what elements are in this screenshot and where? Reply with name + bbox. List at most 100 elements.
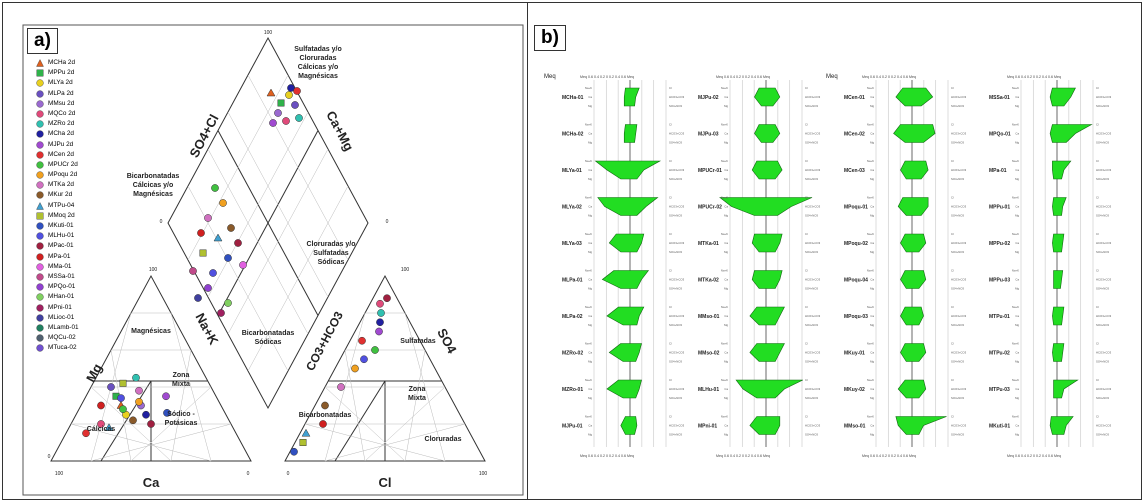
stiff-ion-label: SO4+NO3 [1096,250,1109,254]
stiff-ion-label: Cl [1096,415,1099,419]
stiff-station-label: MPoqu-02 [844,241,868,247]
stiff-station-label: MZRo-02 [562,351,583,357]
stiff-ion-label: Mg [1015,250,1019,254]
stiff-ion-label: Na+K [867,86,874,90]
stiff-ion-label: Ca [588,95,592,99]
zone-label-bicarbonatadas: Bicarbonatadas [299,412,352,419]
stiff-ion-label: Na+K [585,305,592,309]
stiff-polygon [897,197,929,216]
stiff-ion-label: Cl [805,269,808,273]
stiff-ion-label: Cl [1096,232,1099,236]
tick-label: 100 [264,30,273,36]
stiff-ion-label: Mg [1015,141,1019,145]
stiff-polygon [735,379,803,399]
stiff-ion-label: SO4+NO3 [805,287,818,291]
stiff-ion-label: HCO3+CO3 [951,241,967,245]
stiff-station-label: MCen-02 [844,132,865,138]
stiff-ion-label: Ca [1015,168,1019,172]
stiff-scale-label: Meq 0.6 0.4 0.2 0 0.2 0.4 0.6 Meq [1007,454,1061,458]
stiff-ion-label: HCO3+CO3 [669,205,685,209]
legend-marker [36,324,44,332]
stiff-ion-label: Na+K [721,159,728,163]
stiff-ion-label: Cl [805,159,808,163]
stiff-ion-label: SO4+NO3 [669,360,682,364]
data-point [371,346,379,354]
stiff-ion-label: Ca [870,424,874,428]
stiff-ion-label: Ca [724,387,728,391]
stiff-station-label: MJPu-03 [698,132,719,138]
legend-marker [36,181,44,189]
stiff-ion-label: Mg [724,141,728,145]
data-point [199,249,207,257]
stiff-ion-label: Ca [588,205,592,209]
stiff-scale-label: Meq 0.6 0.4 0.2 0 0.2 0.4 0.6 Meq [580,454,634,458]
stiff-polygon [751,160,783,180]
stiff-ion-label: Ca [588,424,592,428]
stiff-ion-label: Cl [805,342,808,346]
stiff-ion-label: Na+K [585,159,592,163]
stiff-ion-label: Na+K [1012,86,1019,90]
stiff-polygon [900,233,927,253]
stiff-ion-label: Na+K [585,342,592,346]
stiff-ion-label: HCO3+CO3 [669,168,685,172]
stiff-polygon [608,343,642,362]
data-point [204,214,212,222]
legend-marker [36,293,44,301]
stiff-ion-label: Mg [588,360,592,364]
zone-label-calcicas: Cálcicas [87,426,116,433]
stiff-station-label: MPPu-01 [989,205,1010,211]
legend-label: MCha 2d [48,130,74,138]
stiff-ion-label: HCO3+CO3 [951,95,967,99]
stiff-ion-label: Na+K [721,269,728,273]
zone-label-bottom: Bicarbonatadas Sódicas [242,330,295,346]
legend-marker [36,201,44,210]
stiff-ion-label: Ca [870,314,874,318]
stiff-diagrams: Meq 0.6 0.4 0.2 0 0.2 0.4 0.6 Meq Meq 0.6… [544,74,1112,458]
stiff-ion-label: Na+K [585,415,592,419]
stiff-ion-label: HCO3+CO3 [951,132,967,136]
stiff-ion-label: SO4+NO3 [1096,104,1109,108]
stiff-ion-label: SO4+NO3 [669,323,682,327]
stiff-ion-label: Cl [1096,342,1099,346]
stiff-station-label: MLYa-02 [562,205,582,211]
stiff-polygon [754,87,781,107]
stiff-ion-label: HCO3+CO3 [1096,351,1112,355]
stiff-ion-label: Cl [951,86,954,90]
legend-label: MLPa 2d [48,89,74,97]
tick-label: 0 [287,471,290,477]
legend-marker [36,151,44,159]
stiff-station-label: MLYa-01 [562,168,582,174]
stiff-ion-label: Mg [588,104,592,108]
stiff-ion-label: Na+K [1012,196,1019,200]
legend-label: MPoqu 2d [48,171,78,179]
stiff-polygon [1049,87,1076,107]
stiff-ion-label: SO4+NO3 [805,433,818,437]
stiff-polygon [1052,160,1072,180]
stiff-ion-label: HCO3+CO3 [669,241,685,245]
data-point [375,327,383,336]
legend-label: MJPu 2d [48,140,74,148]
panel-b-label: b) [534,25,566,51]
stiff-ion-label: SO4+NO3 [805,250,818,254]
legend-label: MLHu-01 [48,232,75,240]
data-point [197,229,205,237]
legend-label: MTKa 2d [48,181,74,189]
stiff-station-label: MTKa-01 [698,241,719,247]
legend-marker [36,110,44,118]
stiff-ion-label: Mg [1015,287,1019,291]
stiff-ion-label: HCO3+CO3 [669,95,685,99]
stiff-polygon [620,416,638,435]
stiff-ion-label: Na+K [867,415,874,419]
zone-label-magnesicas: Magnésicas [131,328,171,335]
stiff-ion-label: Cl [805,378,808,382]
data-point [194,294,202,302]
stiff-ion-label: Mg [870,433,874,437]
legend-label: MPUCr 2d [48,160,78,168]
legend-label: MPPu 2d [48,69,75,77]
stiff-polygon [594,160,662,180]
stiff-ion-label: Cl [669,86,672,90]
stiff-ion-label: Mg [1015,177,1019,181]
stiff-polygon [1052,233,1065,253]
stiff-ion-label: HCO3+CO3 [951,168,967,172]
